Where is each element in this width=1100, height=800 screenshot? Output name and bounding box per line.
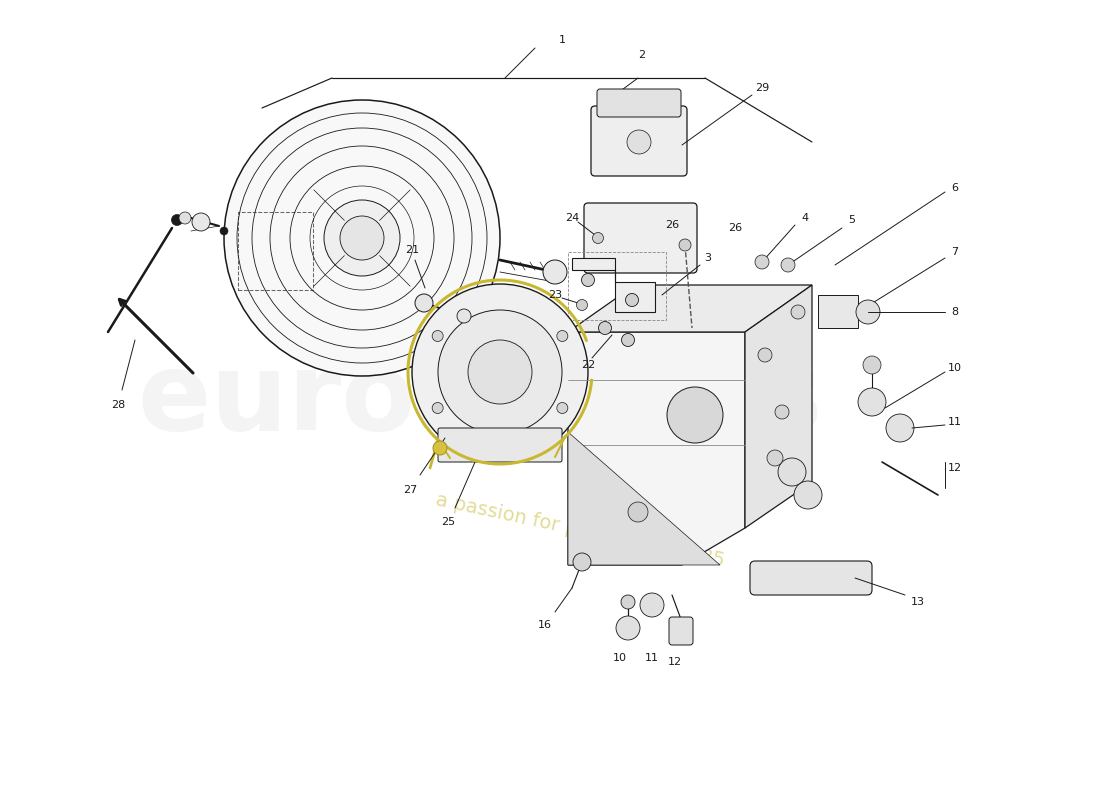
Text: 26: 26: [664, 220, 679, 230]
Circle shape: [598, 322, 612, 334]
Circle shape: [340, 216, 384, 260]
Circle shape: [755, 255, 769, 269]
FancyBboxPatch shape: [750, 561, 872, 595]
Text: 4: 4: [802, 213, 808, 223]
Text: 6: 6: [952, 183, 958, 193]
Text: 22: 22: [581, 360, 595, 370]
Circle shape: [557, 402, 568, 414]
Text: 26: 26: [728, 223, 743, 233]
Circle shape: [220, 227, 228, 235]
Circle shape: [858, 388, 886, 416]
Circle shape: [640, 593, 664, 617]
Text: 21: 21: [405, 245, 419, 255]
Circle shape: [456, 309, 471, 323]
Text: 3: 3: [704, 253, 712, 263]
Text: 28: 28: [111, 400, 125, 410]
Polygon shape: [568, 285, 812, 332]
Circle shape: [776, 405, 789, 419]
Text: 27: 27: [403, 485, 417, 495]
FancyBboxPatch shape: [584, 203, 697, 273]
Circle shape: [593, 233, 604, 243]
Polygon shape: [818, 295, 858, 328]
Text: a passion for parts since 1985: a passion for parts since 1985: [433, 490, 726, 570]
Circle shape: [179, 212, 191, 224]
FancyBboxPatch shape: [597, 89, 681, 117]
Circle shape: [224, 100, 500, 376]
Circle shape: [557, 330, 568, 342]
Circle shape: [621, 595, 635, 609]
Text: 7: 7: [952, 247, 958, 257]
Circle shape: [781, 258, 795, 272]
Circle shape: [864, 356, 881, 374]
Circle shape: [438, 310, 562, 434]
Circle shape: [468, 340, 532, 404]
Circle shape: [621, 334, 635, 346]
FancyBboxPatch shape: [591, 106, 688, 176]
Text: 12: 12: [668, 657, 682, 667]
Text: 10: 10: [613, 653, 627, 663]
Text: 12: 12: [948, 463, 962, 473]
Circle shape: [616, 616, 640, 640]
Circle shape: [794, 481, 822, 509]
Circle shape: [626, 294, 638, 306]
Circle shape: [576, 299, 587, 310]
Polygon shape: [572, 258, 654, 312]
Bar: [568, 252, 666, 320]
Polygon shape: [568, 332, 745, 565]
Text: 8: 8: [952, 307, 958, 317]
Circle shape: [412, 284, 588, 460]
Circle shape: [667, 387, 723, 443]
Circle shape: [432, 330, 443, 342]
Circle shape: [627, 130, 651, 154]
Circle shape: [791, 305, 805, 319]
Circle shape: [778, 458, 806, 486]
Text: 24: 24: [565, 213, 579, 223]
Text: 10: 10: [948, 363, 962, 373]
Circle shape: [172, 214, 183, 226]
Text: 5: 5: [848, 215, 856, 225]
Circle shape: [758, 348, 772, 362]
Circle shape: [543, 260, 566, 284]
Text: 29: 29: [755, 83, 769, 93]
Circle shape: [432, 402, 443, 414]
Circle shape: [324, 200, 400, 276]
Text: 23: 23: [548, 290, 562, 300]
Text: eurospares: eurospares: [138, 347, 823, 453]
Polygon shape: [568, 432, 720, 565]
Polygon shape: [745, 285, 812, 528]
Circle shape: [573, 553, 591, 571]
Text: 13: 13: [911, 597, 925, 607]
Circle shape: [415, 294, 433, 312]
Text: 11: 11: [948, 417, 962, 427]
Text: 16: 16: [538, 620, 552, 630]
Text: 1: 1: [559, 35, 565, 45]
Circle shape: [192, 213, 210, 231]
Circle shape: [433, 441, 447, 455]
FancyBboxPatch shape: [438, 428, 562, 462]
Circle shape: [767, 450, 783, 466]
Text: 25: 25: [441, 517, 455, 527]
Text: 2: 2: [638, 50, 645, 60]
Bar: [238, 212, 314, 290]
Circle shape: [679, 239, 691, 251]
FancyBboxPatch shape: [669, 617, 693, 645]
Circle shape: [628, 502, 648, 522]
Circle shape: [886, 414, 914, 442]
Circle shape: [582, 274, 594, 286]
Circle shape: [856, 300, 880, 324]
Text: 11: 11: [645, 653, 659, 663]
